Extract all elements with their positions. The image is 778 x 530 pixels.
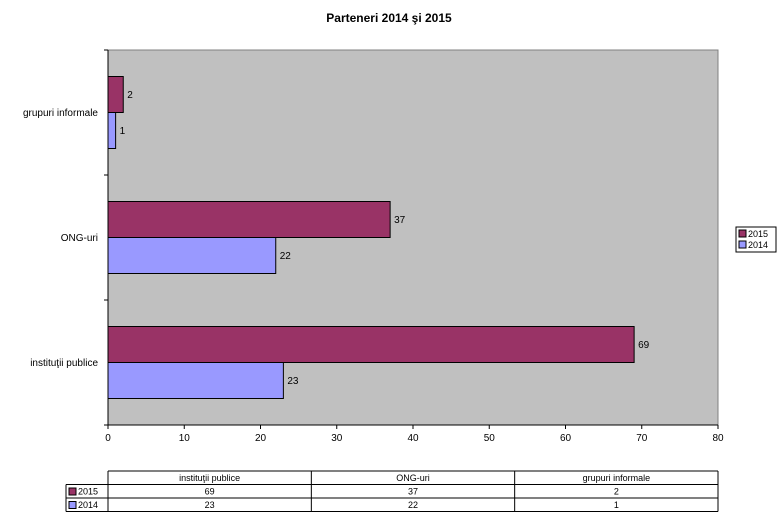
chart-title: Parteneri 2014 şi 2015 [326, 11, 452, 25]
table-header-0: instituţii publice [179, 473, 240, 483]
axes-group: instituţii publice ONG-uri grupuri informa… [23, 49, 724, 444]
x-tick-label-8: 80 [712, 433, 724, 444]
x-tick-label-3: 30 [331, 433, 343, 444]
bar-2015-2 [107, 76, 124, 113]
table-header-2: grupuri informale [583, 473, 651, 483]
x-tick-label-6: 60 [560, 433, 572, 444]
category-label-1: ONG-uri [61, 233, 98, 244]
data-label-2015-1: 37 [394, 215, 406, 226]
table-key-2014: 2014 [78, 500, 98, 510]
x-tick-label-1: 10 [179, 433, 191, 444]
table-cell-2015-0: 69 [205, 487, 215, 497]
x-tick-label-5: 50 [484, 433, 496, 444]
legend-swatch-2014 [738, 240, 747, 249]
bar-2014-2 [107, 112, 117, 149]
data-label-2015-2: 2 [127, 90, 133, 101]
table-key-2015: 2015 [78, 487, 98, 497]
table-swatch-2014 [68, 501, 77, 509]
x-tick-label-4: 40 [407, 433, 419, 444]
category-label-0: instituţii publice [30, 358, 98, 369]
data-label-2014-2: 1 [120, 126, 126, 137]
data-label-2015-0: 69 [638, 340, 650, 351]
data-table: instituţii publice ONG-uri grupuri informa… [65, 470, 719, 512]
bar-2015-1 [107, 201, 391, 238]
table-cell-2015-2: 2 [614, 487, 619, 497]
table-cell-2014-2: 1 [614, 500, 619, 510]
x-tick-label-7: 70 [636, 433, 648, 444]
legend-label-2014: 2014 [748, 240, 768, 250]
table-header-1: ONG-uri [396, 473, 430, 483]
legend-label-2015: 2015 [748, 229, 768, 239]
x-tick-label-0: 0 [105, 433, 111, 444]
bar-2014-0 [107, 362, 284, 399]
bar-2014-1 [107, 237, 277, 274]
bar-2015-0 [107, 326, 635, 363]
table-cell-2014-0: 23 [205, 500, 215, 510]
table-cell-2015-1: 37 [408, 487, 418, 497]
table-swatch-2015 [68, 487, 77, 496]
category-label-2: grupuri informale [23, 108, 98, 119]
x-tick-label-2: 20 [255, 433, 267, 444]
table-cell-2014-1: 22 [408, 500, 418, 510]
legend-swatch-2015 [738, 229, 747, 238]
data-label-2014-0: 23 [287, 376, 299, 387]
data-label-2014-1: 22 [280, 251, 292, 262]
